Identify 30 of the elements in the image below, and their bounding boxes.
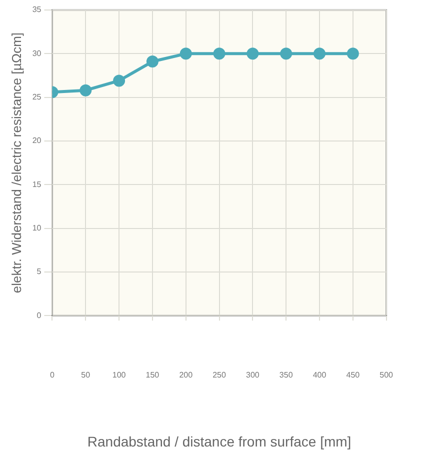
x-tick-label: 100 — [112, 370, 126, 380]
y-tick-label: 25 — [32, 92, 42, 102]
x-tick-label: 150 — [146, 370, 160, 380]
x-axis-title: Randabstand / distance from surface [mm] — [87, 433, 352, 450]
point — [246, 48, 259, 60]
x-tick-label: 500 — [380, 370, 394, 380]
x-tick-label: 200 — [179, 370, 194, 380]
x-tick-label: 0 — [50, 370, 55, 380]
x-tick-label: 400 — [312, 370, 327, 380]
x-tick-label: 300 — [246, 370, 260, 380]
point — [180, 48, 192, 60]
y-tick-label: 0 — [36, 310, 42, 320]
point — [146, 56, 158, 68]
x-tick-label: 450 — [346, 370, 360, 380]
point — [314, 48, 326, 60]
y-tick-label: 10 — [32, 223, 42, 232]
point — [113, 74, 126, 87]
point — [280, 48, 292, 60]
x-tick-label: 250 — [212, 370, 226, 380]
y-tick-label: 5 — [36, 267, 42, 276]
point — [80, 84, 92, 96]
y-axis-title: elektr. Widerstand /electric resistance [µΩcm] — [9, 32, 24, 294]
y-tick-label: 20 — [32, 136, 42, 146]
y-tick-label: 30 — [32, 48, 42, 58]
x-tick-label: 50 — [81, 370, 91, 380]
y-tick-label: 15 — [32, 180, 42, 189]
x-tick-label: 350 — [279, 370, 294, 380]
point — [346, 48, 359, 60]
point — [213, 48, 226, 60]
y-tick-label: 35 — [32, 5, 42, 14]
